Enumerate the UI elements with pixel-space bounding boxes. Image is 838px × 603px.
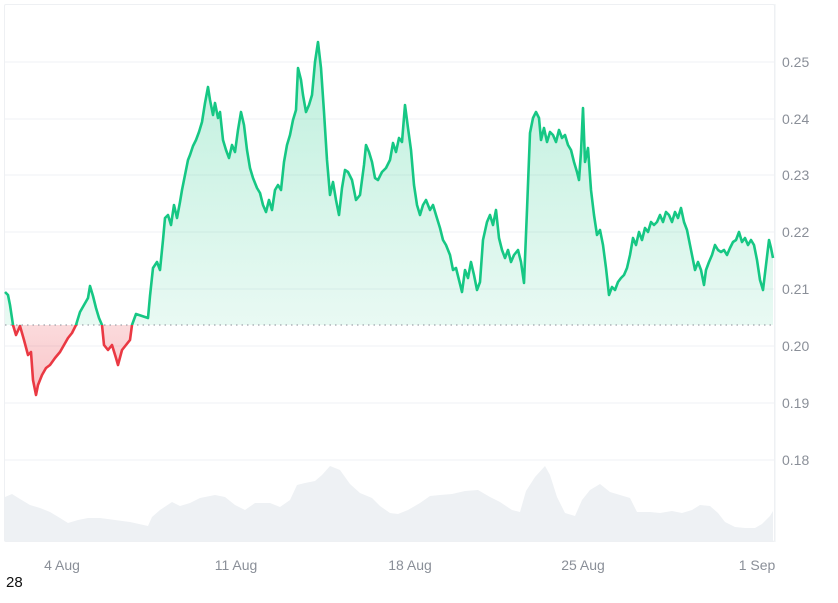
volume-area (5, 466, 773, 541)
price-area-up (5, 42, 773, 325)
x-tick-label: 11 Aug (214, 557, 258, 573)
y-tick-label: 0.23 (782, 167, 810, 183)
y-tick-label: 0.19 (782, 395, 810, 411)
price-line-down (11, 325, 134, 397)
x-tick-label: 1 Sep (738, 557, 776, 573)
y-tick-label: 0.25 (782, 54, 810, 70)
corner-label: 28 (6, 574, 23, 591)
price-line-up (4, 40, 775, 325)
y-tick-label: 0.18 (782, 452, 810, 468)
y-tick-label: 0.21 (782, 281, 810, 297)
x-tick-label: 4 Aug (44, 557, 80, 573)
x-tick-label: 25 Aug (561, 557, 605, 573)
x-tick-label: 18 Aug (388, 557, 432, 573)
y-tick-label: 0.22 (782, 224, 810, 240)
price-area-down (5, 325, 132, 395)
y-tick-label: 0.24 (782, 111, 810, 127)
y-tick-label: 0.20 (782, 338, 810, 354)
